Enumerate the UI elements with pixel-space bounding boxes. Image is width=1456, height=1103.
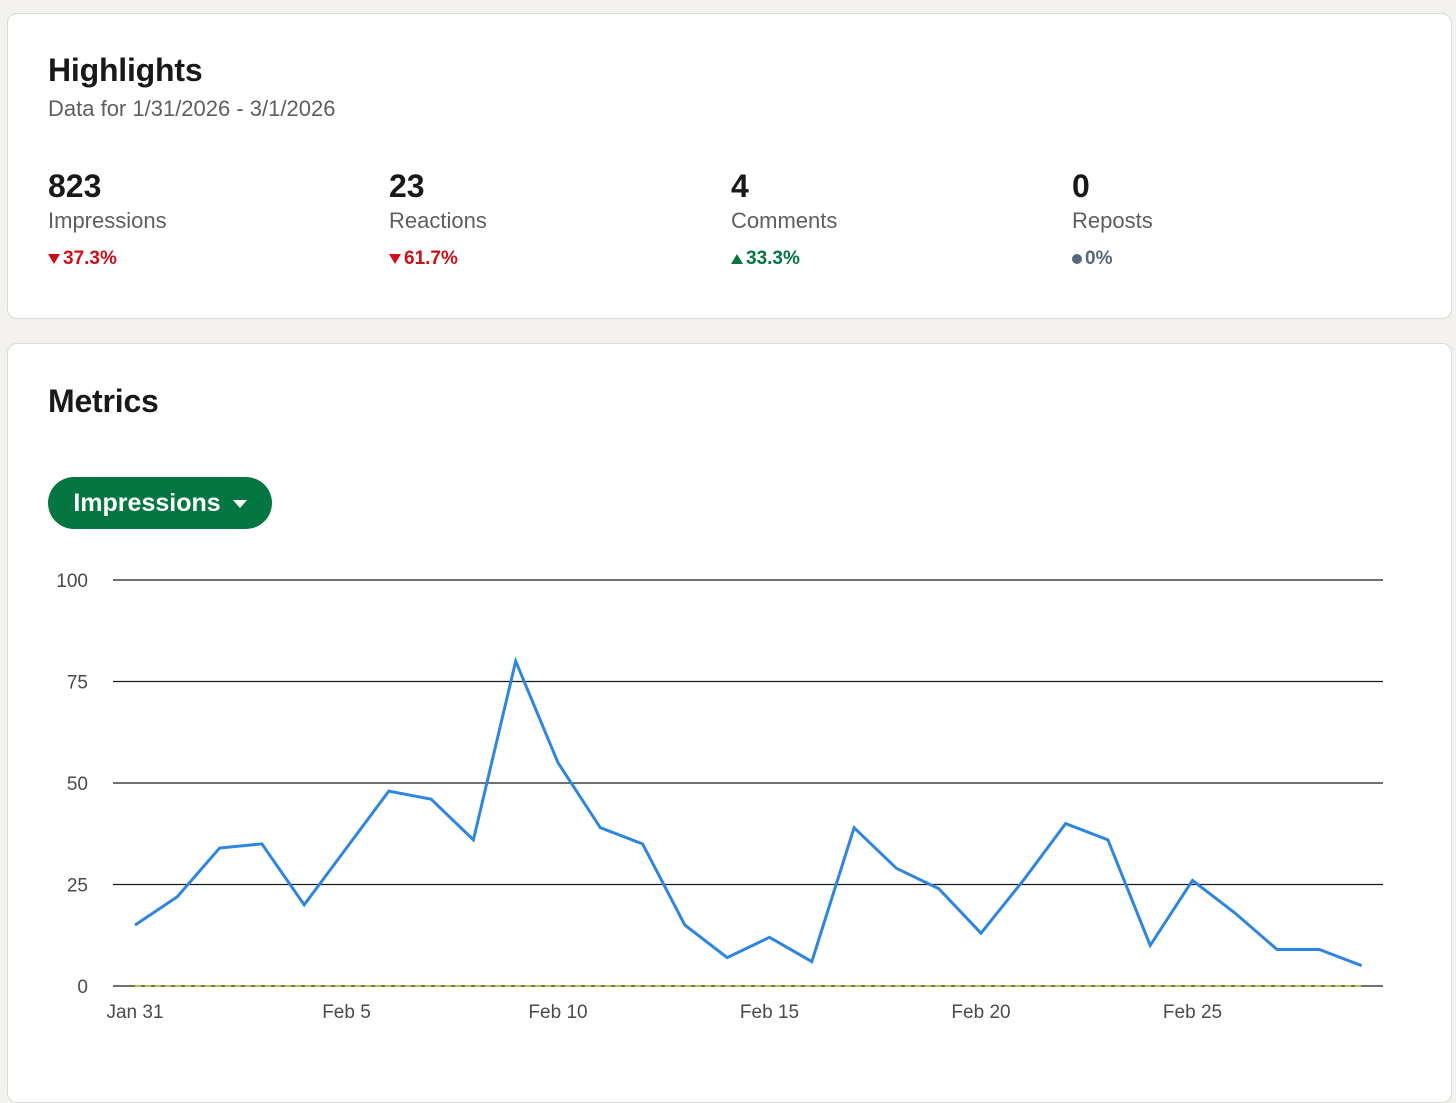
metrics-title: Metrics [48, 383, 159, 419]
stat-label: Impressions [48, 208, 167, 233]
stat-label: Reactions [389, 208, 487, 233]
highlights-date-range: Data for 1/31/2026 - 3/1/2026 [48, 96, 336, 121]
data-point[interactable] [933, 883, 945, 895]
data-point[interactable] [383, 785, 395, 797]
highlights-title: Highlights [48, 52, 203, 88]
series-line-impressions [134, 656, 1363, 968]
dot-icon [1072, 254, 1082, 264]
data-point[interactable] [341, 842, 353, 854]
stat-impressions[interactable]: 823 Impressions 37.3% [48, 167, 348, 271]
impressions-line-chart: 0 25 50 75 100 Jan 31 Feb 5 Feb 10 Feb 15 Feb 20… [56, 571, 1383, 1023]
y-tick-label: 75 [67, 673, 88, 694]
data-point[interactable] [1060, 818, 1072, 830]
y-tick-label: 25 [67, 876, 88, 897]
data-point[interactable] [510, 655, 522, 667]
data-point[interactable] [890, 862, 902, 874]
x-tick-label: Feb 5 [322, 1002, 371, 1023]
data-point[interactable] [552, 757, 564, 769]
metric-select-dropdown[interactable]: Impressions [48, 477, 272, 529]
data-point[interactable] [721, 952, 733, 964]
chart-gridlines [113, 579, 1383, 987]
data-point[interactable] [848, 822, 860, 834]
stat-comments[interactable]: 4 Comments 33.3% [731, 167, 1031, 271]
metrics-card: Metrics Impressions 0 25 50 75 100 Jan 31 Feb… [7, 343, 1452, 1103]
stat-label: Reposts [1072, 208, 1153, 233]
data-point[interactable] [975, 927, 987, 939]
chart-series [129, 655, 1368, 987]
data-point[interactable] [1102, 834, 1114, 846]
metric-select-label: Impressions [73, 488, 221, 517]
data-point[interactable] [1356, 960, 1368, 972]
y-tick-label: 0 [77, 977, 88, 998]
data-point[interactable] [171, 891, 183, 903]
stat-change-value: 37.3% [63, 248, 117, 269]
stat-change-value: 33.3% [746, 248, 800, 269]
arrow-up-icon [731, 254, 743, 264]
data-point[interactable] [298, 899, 310, 911]
data-point[interactable] [1313, 943, 1325, 955]
x-axis-ticks: Jan 31 Feb 5 Feb 10 Feb 15 Feb 20 Feb 25 [106, 1002, 1222, 1023]
data-point[interactable] [1017, 874, 1029, 886]
stat-change: 37.3% [48, 247, 348, 271]
y-tick-label: 100 [56, 571, 88, 592]
arrow-down-icon [48, 254, 60, 264]
data-point[interactable] [1187, 874, 1199, 886]
data-point[interactable] [1271, 943, 1283, 955]
stat-label: Comments [731, 208, 838, 233]
stat-reactions[interactable]: 23 Reactions 61.7% [389, 167, 689, 271]
x-tick-label: Feb 25 [1163, 1002, 1222, 1023]
x-tick-label: Feb 20 [951, 1002, 1010, 1023]
data-point[interactable] [425, 793, 437, 805]
data-point[interactable] [1229, 907, 1241, 919]
stat-change-value: 61.7% [404, 248, 458, 269]
data-point[interactable] [637, 838, 649, 850]
stat-value: 0 [1072, 168, 1090, 204]
highlights-card: Highlights Data for 1/31/2026 - 3/1/2026… [7, 13, 1452, 319]
data-point[interactable] [594, 822, 606, 834]
stat-change-value: 0% [1085, 248, 1113, 269]
stat-change: 61.7% [389, 247, 689, 271]
caret-down-icon [232, 500, 247, 508]
data-point[interactable] [467, 834, 479, 846]
stat-value: 23 [389, 168, 425, 204]
data-point[interactable] [129, 919, 141, 931]
y-tick-label: 50 [67, 774, 88, 795]
data-point[interactable] [764, 931, 776, 943]
stat-change: 33.3% [731, 247, 1031, 271]
data-point[interactable] [214, 842, 226, 854]
data-point[interactable] [679, 919, 691, 931]
stat-reposts[interactable]: 0 Reposts 0% [1072, 167, 1372, 271]
x-tick-label: Feb 10 [528, 1002, 587, 1023]
stat-value: 4 [731, 168, 749, 204]
x-tick-label: Jan 31 [106, 1002, 163, 1023]
y-axis-ticks: 0 25 50 75 100 [56, 571, 88, 998]
data-point[interactable] [1144, 939, 1156, 951]
x-tick-label: Feb 15 [740, 1002, 799, 1023]
arrow-down-icon [389, 254, 401, 264]
stat-change: 0% [1072, 247, 1372, 271]
stat-value: 823 [48, 168, 102, 204]
data-point[interactable] [256, 838, 268, 850]
data-point[interactable] [806, 956, 818, 968]
